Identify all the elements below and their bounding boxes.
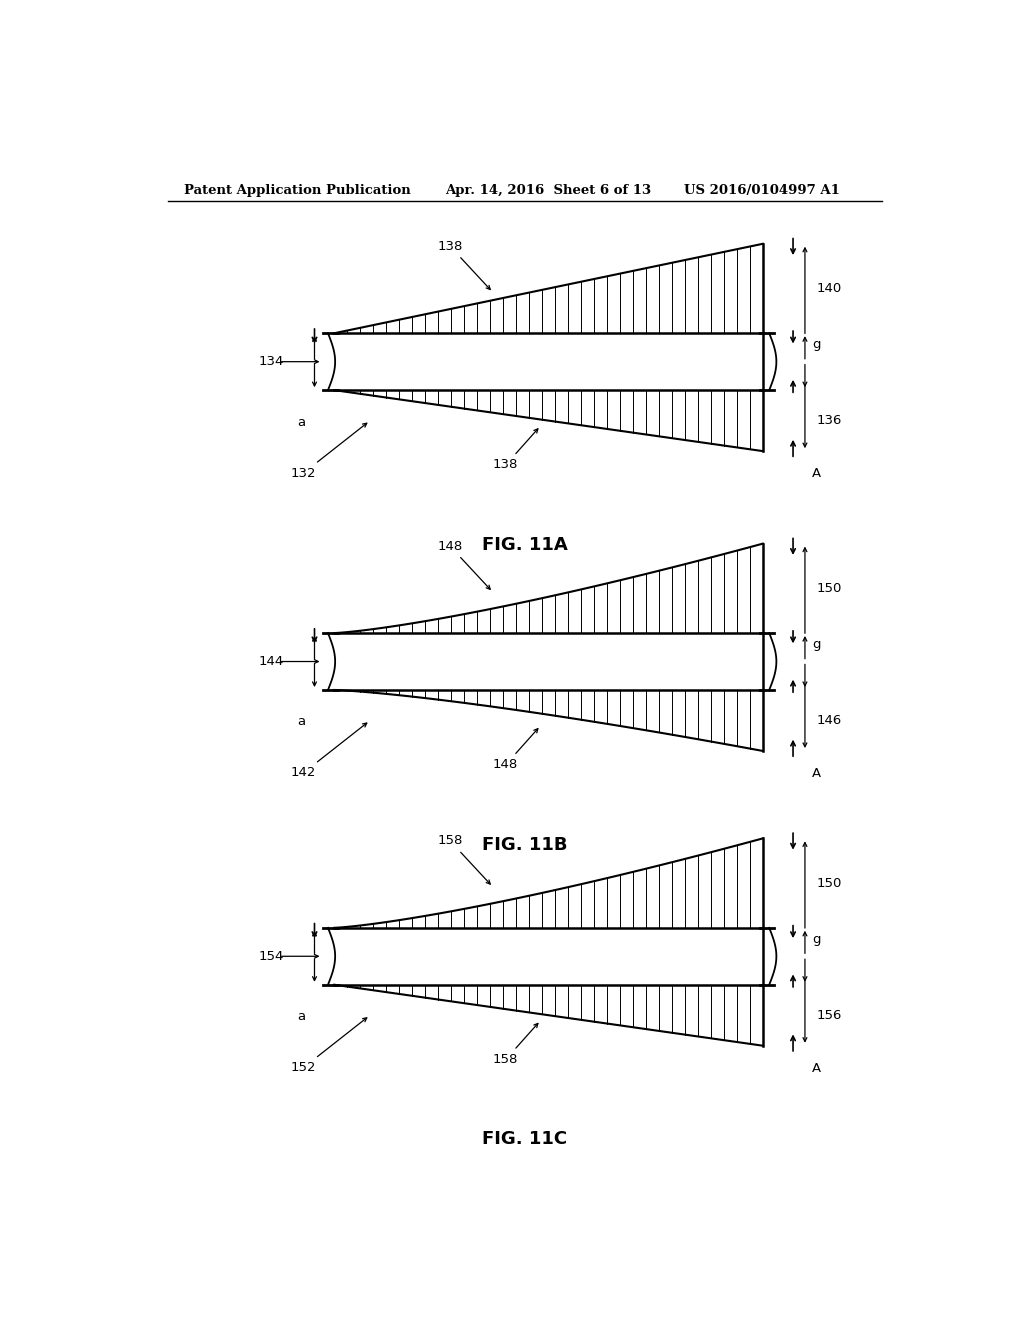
Text: 148: 148	[494, 729, 538, 771]
Text: A: A	[812, 1061, 821, 1074]
Polygon shape	[334, 928, 763, 985]
Text: 148: 148	[437, 540, 490, 589]
Polygon shape	[334, 244, 763, 333]
Text: 134: 134	[259, 355, 285, 368]
Polygon shape	[334, 985, 763, 1045]
Text: a: a	[297, 416, 305, 429]
Text: 142: 142	[291, 723, 367, 779]
Text: 152: 152	[291, 1018, 367, 1074]
Text: a: a	[297, 715, 305, 729]
Text: FIG. 11B: FIG. 11B	[482, 836, 567, 854]
Text: A: A	[812, 467, 821, 480]
Text: US 2016/0104997 A1: US 2016/0104997 A1	[684, 183, 840, 197]
Text: Apr. 14, 2016  Sheet 6 of 13: Apr. 14, 2016 Sheet 6 of 13	[445, 183, 651, 197]
Text: 132: 132	[291, 424, 367, 479]
Text: 150: 150	[817, 582, 842, 595]
Text: 140: 140	[817, 282, 842, 294]
Text: 154: 154	[259, 950, 285, 962]
Polygon shape	[334, 634, 763, 690]
Text: FIG. 11A: FIG. 11A	[482, 536, 567, 553]
Text: Patent Application Publication: Patent Application Publication	[183, 183, 411, 197]
Text: 138: 138	[494, 429, 538, 471]
Text: 158: 158	[494, 1023, 538, 1067]
Text: 158: 158	[437, 834, 490, 884]
Text: A: A	[812, 767, 821, 780]
Polygon shape	[334, 333, 763, 391]
Text: g: g	[812, 638, 820, 651]
Text: g: g	[812, 933, 820, 945]
Text: 150: 150	[817, 876, 842, 890]
Text: FIG. 11C: FIG. 11C	[482, 1130, 567, 1148]
Text: 146: 146	[817, 714, 842, 727]
Text: a: a	[297, 1010, 305, 1023]
Text: 144: 144	[259, 655, 285, 668]
Text: g: g	[812, 338, 820, 351]
Polygon shape	[334, 391, 763, 451]
Text: 136: 136	[817, 414, 842, 428]
Text: 138: 138	[437, 240, 490, 289]
Text: 156: 156	[817, 1008, 842, 1022]
